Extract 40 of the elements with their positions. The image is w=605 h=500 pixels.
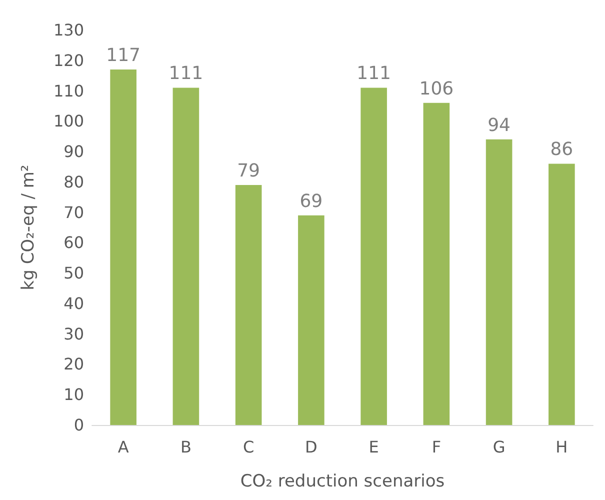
y-tick-label: 60	[64, 233, 84, 252]
x-tick-label: C	[242, 438, 254, 456]
data-label: 86	[550, 139, 574, 160]
y-tick-label: 120	[53, 50, 84, 70]
y-tick-label: 20	[64, 354, 84, 374]
x-tick-label: A	[118, 438, 129, 456]
bar	[172, 88, 200, 425]
x-tick-label: H	[556, 438, 568, 456]
bar	[360, 88, 387, 425]
y-tick-label: 10	[64, 385, 84, 404]
bar	[298, 215, 324, 425]
data-label: 94	[488, 114, 511, 136]
y-tick-label: 110	[53, 81, 84, 100]
y-tick-label: 100	[53, 112, 84, 131]
data-label: 79	[237, 160, 260, 182]
x-tick-label: E	[368, 438, 379, 456]
data-label: 106	[419, 78, 454, 100]
bar	[486, 139, 512, 425]
data-label: 69	[300, 190, 323, 212]
y-tick-label: 50	[64, 264, 84, 283]
y-tick-label: 90	[64, 142, 84, 162]
bar	[423, 102, 450, 425]
data-label: 111	[168, 63, 204, 84]
y-tick-label: 30	[64, 324, 84, 344]
y-tick-label: 130	[53, 20, 84, 40]
x-tick-label: G	[492, 438, 506, 456]
y-tick-label: 80	[64, 172, 84, 192]
y-tick-label: 40	[64, 294, 84, 313]
data-label: 117	[106, 45, 140, 66]
bar	[110, 70, 136, 425]
y-tick-label: 0	[74, 416, 84, 434]
bar	[548, 164, 575, 425]
y-tick-label: 70	[64, 202, 84, 222]
y-axis-title: kg CO₂-eq / m²	[18, 164, 38, 290]
x-tick-label: F	[432, 438, 442, 456]
data-label: 111	[356, 63, 391, 84]
x-axis-title: CO₂ reduction scenarios	[240, 472, 445, 492]
x-tick-label: B	[180, 438, 192, 456]
bar	[235, 184, 262, 425]
x-tick-label: D	[305, 438, 318, 456]
